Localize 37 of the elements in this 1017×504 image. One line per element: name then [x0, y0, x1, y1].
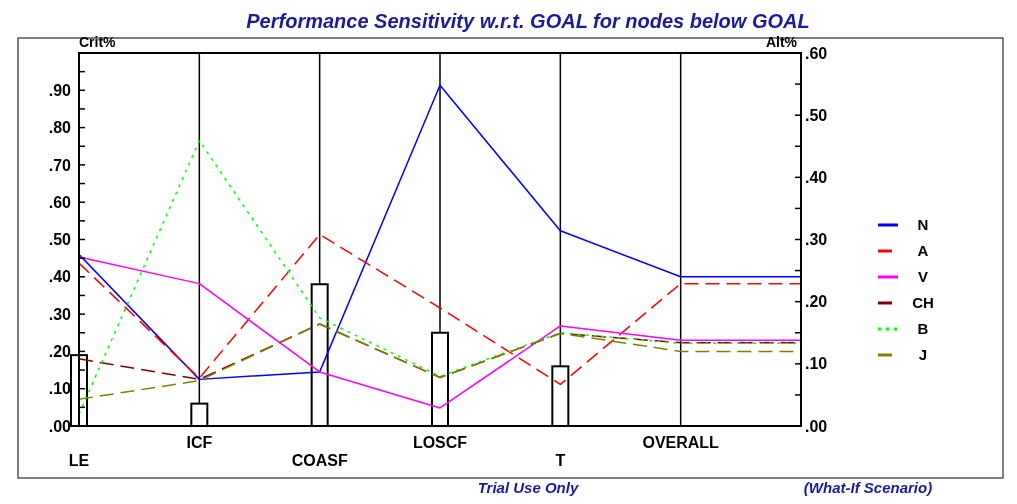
y2-tick-label: .20 [805, 293, 828, 311]
legend-label: CH [912, 294, 934, 311]
x-tick-label: COASF [291, 452, 348, 469]
y-tick-label: .40 [48, 268, 72, 286]
x-tick-label: LE [68, 452, 90, 469]
y-axis-title: Crit% [79, 34, 117, 50]
y2-tick-label: .30 [805, 231, 828, 249]
legend-label: J [918, 346, 928, 363]
y2-tick-label: .60 [805, 44, 828, 62]
x-tick-label: T [555, 452, 566, 469]
y-tick-label: .50 [48, 231, 72, 249]
y2-tick-label: .00 [805, 417, 828, 435]
y2-tick-label: .50 [805, 106, 828, 124]
y-tick-label: .90 [48, 81, 72, 99]
legend-label: V [917, 268, 929, 285]
line-series [78, 233, 802, 386]
legend-label: B [917, 320, 929, 337]
y-tick-label: .70 [48, 156, 72, 174]
x-tick-label: OVERALL [642, 434, 720, 451]
chart-title: Performance Sensitivity w.r.t. GOAL for nodes below GOAL [246, 10, 810, 32]
line-series [78, 84, 802, 381]
y2-tick-label: .40 [805, 168, 828, 186]
x-tick-label: ICF [186, 434, 213, 451]
legend-label: N [917, 216, 929, 233]
line-series [78, 256, 802, 409]
y2-tick-label: .10 [805, 355, 828, 373]
text: (What-If Scenario) [803, 479, 933, 496]
y-tick-label: .30 [48, 305, 72, 323]
text: Trial Use Only [477, 479, 579, 496]
y-tick-label: .10 [48, 380, 72, 398]
y-tick-label: .60 [48, 193, 72, 211]
legend-label: A [917, 242, 929, 259]
y-tick-label: .80 [48, 119, 72, 137]
x-tick-label: LOSCF [412, 434, 468, 451]
y2-axis-title: Alt% [765, 34, 798, 50]
y-tick-label: .00 [48, 417, 72, 435]
y-tick-label: .20 [48, 343, 72, 360]
